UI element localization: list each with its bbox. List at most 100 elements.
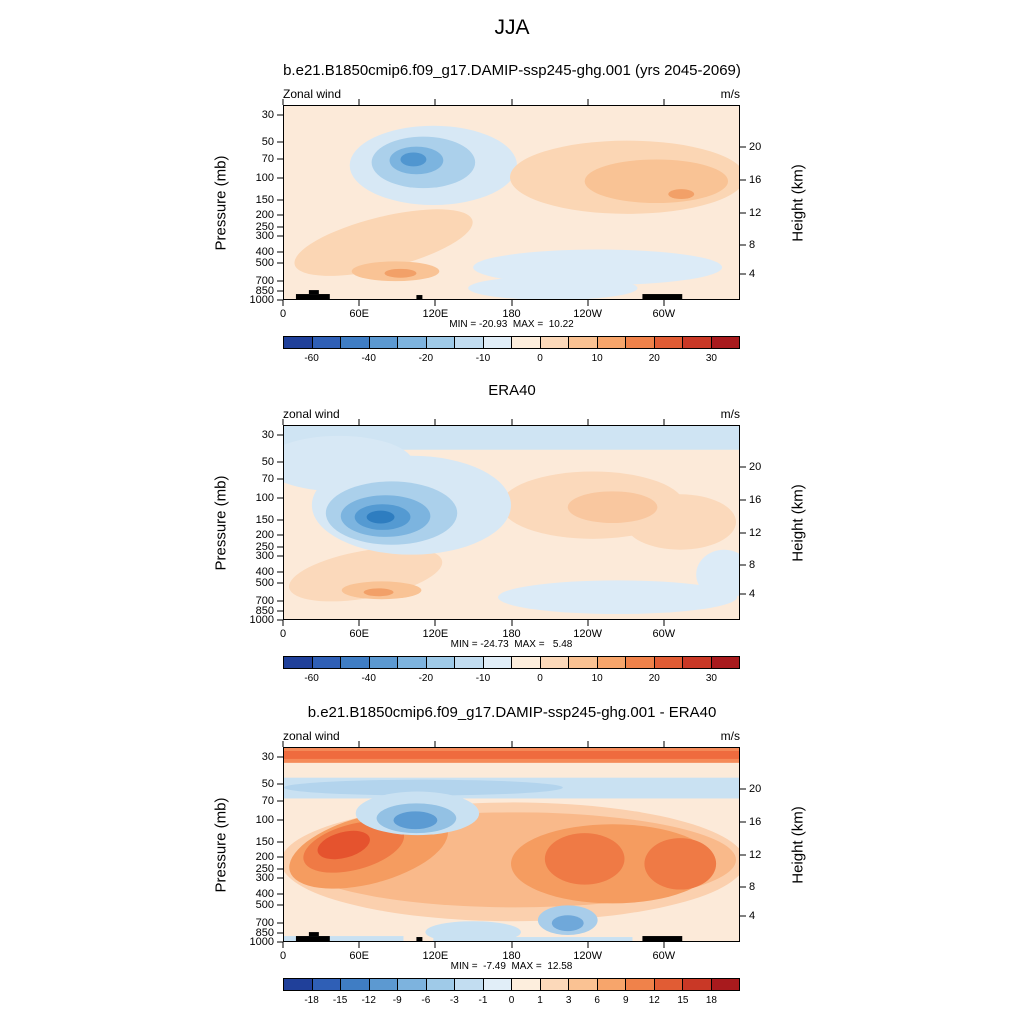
colorbar-segment — [284, 979, 313, 990]
colorbar-segment — [569, 979, 598, 990]
topography-bar — [642, 294, 683, 299]
height-tick-label: 20 — [749, 460, 762, 473]
pressure-axis-title: Pressure (mb) — [212, 475, 230, 571]
pressure-tick-label: 500 — [255, 257, 274, 270]
minmax-stats: MIN = -24.73 MAX = 5.48 — [450, 639, 573, 650]
pressure-tick-label: 1000 — [249, 294, 274, 306]
units-label: m/s — [720, 407, 740, 421]
longitude-tick-mark — [663, 300, 665, 306]
longitude-tick-mark — [663, 620, 665, 626]
colorbar-segment — [398, 657, 427, 668]
colorbar-segment — [398, 979, 427, 990]
height-tick-label: 8 — [749, 881, 756, 894]
pressure-tick-mark — [277, 177, 283, 179]
pressure-tick-label: 50 — [261, 455, 274, 468]
longitude-tick-mark — [587, 300, 589, 306]
colorbar: -60 -40 -20 -10 0 10 20 30 — [283, 336, 740, 366]
longitude-tick-mark — [282, 942, 284, 948]
pressure-tick-label: 150 — [255, 835, 274, 848]
minmax-stats: MIN = -20.93 MAX = 10.22 — [449, 319, 574, 330]
colorbar-segment — [341, 979, 370, 990]
colorbar-tick-label: -15 — [332, 995, 348, 1006]
pressure-tick-label: 250 — [255, 862, 274, 875]
longitude-tick-mark — [511, 942, 512, 948]
colorbar-segment — [626, 657, 655, 668]
plot-area: 30 50 70 100 150 200 250 300 400 500 700 850 1000 20 1… — [250, 419, 761, 640]
pressure-tick-mark — [277, 904, 283, 906]
colorbar-segment — [540, 657, 569, 668]
colorbar-segment — [540, 337, 569, 348]
colorbar-tick-label: -18 — [304, 995, 319, 1006]
longitude-tick-mark — [511, 300, 512, 306]
colorbar-bar — [283, 656, 740, 669]
colorbar-segment — [683, 657, 712, 668]
pressure-tick-label: 400 — [255, 887, 274, 900]
colorbar-segment — [312, 657, 341, 668]
panel-difference: b.e21.B1850cmip6.f09_g17.DAMIP-ssp245-gh… — [0, 700, 1024, 1022]
colorbar-segment — [426, 979, 455, 990]
height-tick-label: 16 — [749, 815, 762, 828]
colorbar-tick-label: 10 — [591, 353, 603, 364]
pressure-tick-mark — [277, 893, 283, 895]
pressure-tick-label: 850 — [255, 927, 274, 940]
height-tick-label: 4 — [749, 910, 756, 923]
topography-bar — [416, 937, 423, 941]
pressure-tick-mark — [277, 235, 283, 237]
pressure-tick-mark — [277, 434, 283, 436]
pressure-tick-mark — [277, 199, 283, 201]
colorbar-tick-label: 20 — [648, 673, 660, 684]
pressure-tick-label: 700 — [255, 595, 274, 608]
colorbar-segment — [341, 657, 370, 668]
topography-bar — [295, 294, 330, 299]
height-tick-label: 20 — [749, 140, 762, 153]
pressure-tick-mark — [277, 756, 283, 758]
colorbar-segment — [398, 337, 427, 348]
colorbar-tick-label: 18 — [705, 995, 717, 1006]
pressure-tick-mark — [277, 619, 283, 621]
colorbar-segment — [597, 337, 626, 348]
height-tick-label: 12 — [749, 849, 762, 862]
colorbar-tick-label: -10 — [475, 353, 491, 364]
colorbar-tick-label: -1 — [478, 995, 488, 1006]
colorbar-segment — [540, 979, 569, 990]
field-label: zonal wind — [283, 407, 340, 421]
colorbar-segment — [512, 657, 541, 668]
pressure-tick-mark — [277, 582, 283, 584]
colorbar-segment — [369, 657, 398, 668]
height-tick-mark — [740, 179, 746, 181]
longitude-tick-mark — [434, 300, 436, 306]
panel-title: ERA40 — [488, 382, 536, 399]
colorbar-labels: -60 -40 -20 -10 0 10 20 30 — [283, 353, 740, 365]
colorbar-bar — [283, 978, 740, 991]
height-tick-label: 12 — [749, 207, 762, 220]
pressure-tick-mark — [277, 546, 283, 548]
pressure-tick-mark — [277, 841, 283, 843]
pressure-tick-mark — [277, 800, 283, 802]
colorbar-tick-label: -3 — [449, 995, 459, 1006]
topography-bar — [308, 290, 319, 295]
colorbar-segment — [683, 979, 712, 990]
colorbar-tick-label: 30 — [705, 353, 717, 364]
longitude-tick-mark — [511, 620, 512, 626]
colorbar-segment — [711, 979, 739, 990]
colorbar-tick-label: 0 — [537, 353, 543, 364]
height-tick-label: 16 — [749, 173, 762, 186]
longitude-tick-mark — [282, 300, 284, 306]
colorbar-segment — [626, 337, 655, 348]
pressure-tick-label: 700 — [255, 917, 274, 930]
colorbar-tick-label: 6 — [594, 995, 600, 1006]
pressure-tick-label: 300 — [255, 230, 274, 243]
pressure-tick-mark — [277, 783, 283, 785]
pressure-tick-label: 700 — [255, 275, 274, 288]
longitude-tick-mark — [587, 942, 589, 948]
panel-title: b.e21.B1850cmip6.f09_g17.DAMIP-ssp245-gh… — [283, 62, 741, 79]
pressure-tick-mark — [277, 877, 283, 879]
pressure-tick-mark — [277, 214, 283, 216]
colorbar-segment — [512, 337, 541, 348]
plot-area: 30 50 70 100 150 200 250 300 400 500 700 850 1000 20 1… — [250, 99, 761, 320]
pressure-tick-mark — [277, 262, 283, 264]
longitude-tick-mark — [358, 620, 360, 626]
colorbar-tick-label: 9 — [622, 995, 629, 1006]
contour-field — [284, 106, 739, 299]
pressure-tick-mark — [277, 555, 283, 557]
